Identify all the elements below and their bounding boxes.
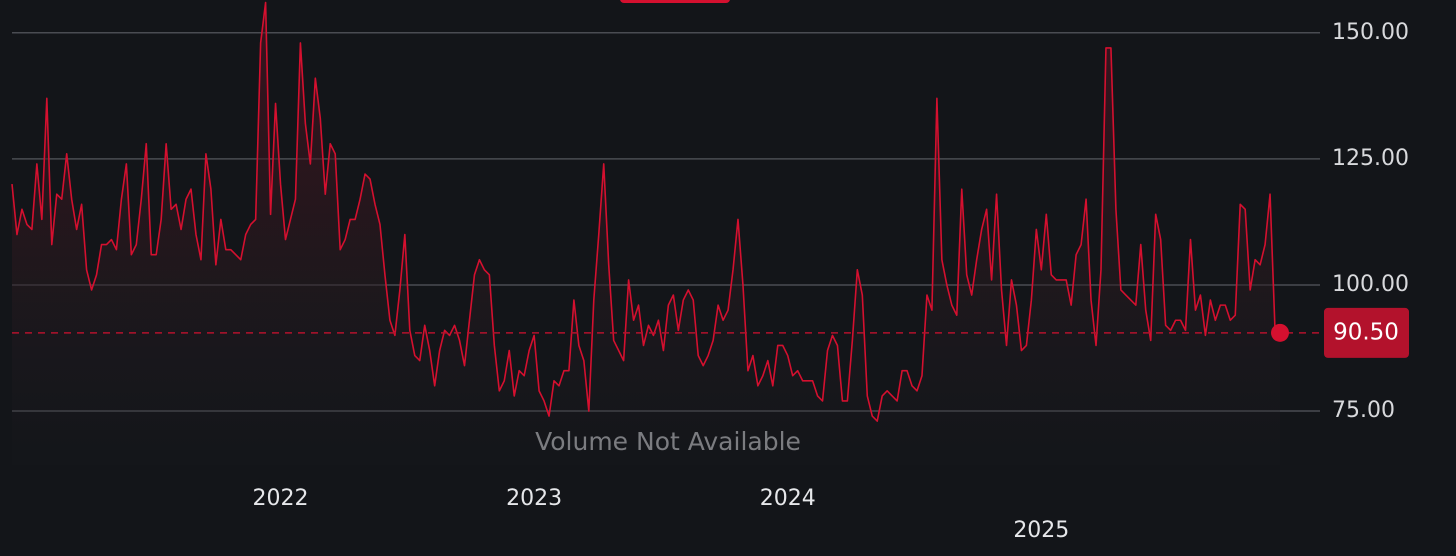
plot	[11, 1, 1320, 466]
top-button[interactable]	[620, 0, 730, 3]
axes: 75.00 100.00 125.00 150.00 2022 2023 2024 2025 9…	[253, 20, 1409, 543]
area	[12, 2, 1280, 466]
x-tick-label: 2024	[760, 486, 816, 511]
price-label: 90.50	[1333, 319, 1399, 345]
y-tick-label: 125.00	[1332, 146, 1409, 171]
price-label-box	[1324, 307, 1409, 358]
annotation: Volume Not Available	[535, 427, 801, 456]
last-point	[1271, 323, 1289, 342]
y-tick-label: 150.00	[1332, 20, 1409, 45]
x-tick-label: 2022	[253, 486, 309, 511]
x-tick-label: 2023	[506, 486, 562, 511]
line	[11, 1, 1281, 422]
y-tick-label: 75.00	[1332, 398, 1395, 423]
x-tick-label: 2025	[1013, 518, 1069, 543]
y-tick-label: 100.00	[1332, 272, 1409, 297]
